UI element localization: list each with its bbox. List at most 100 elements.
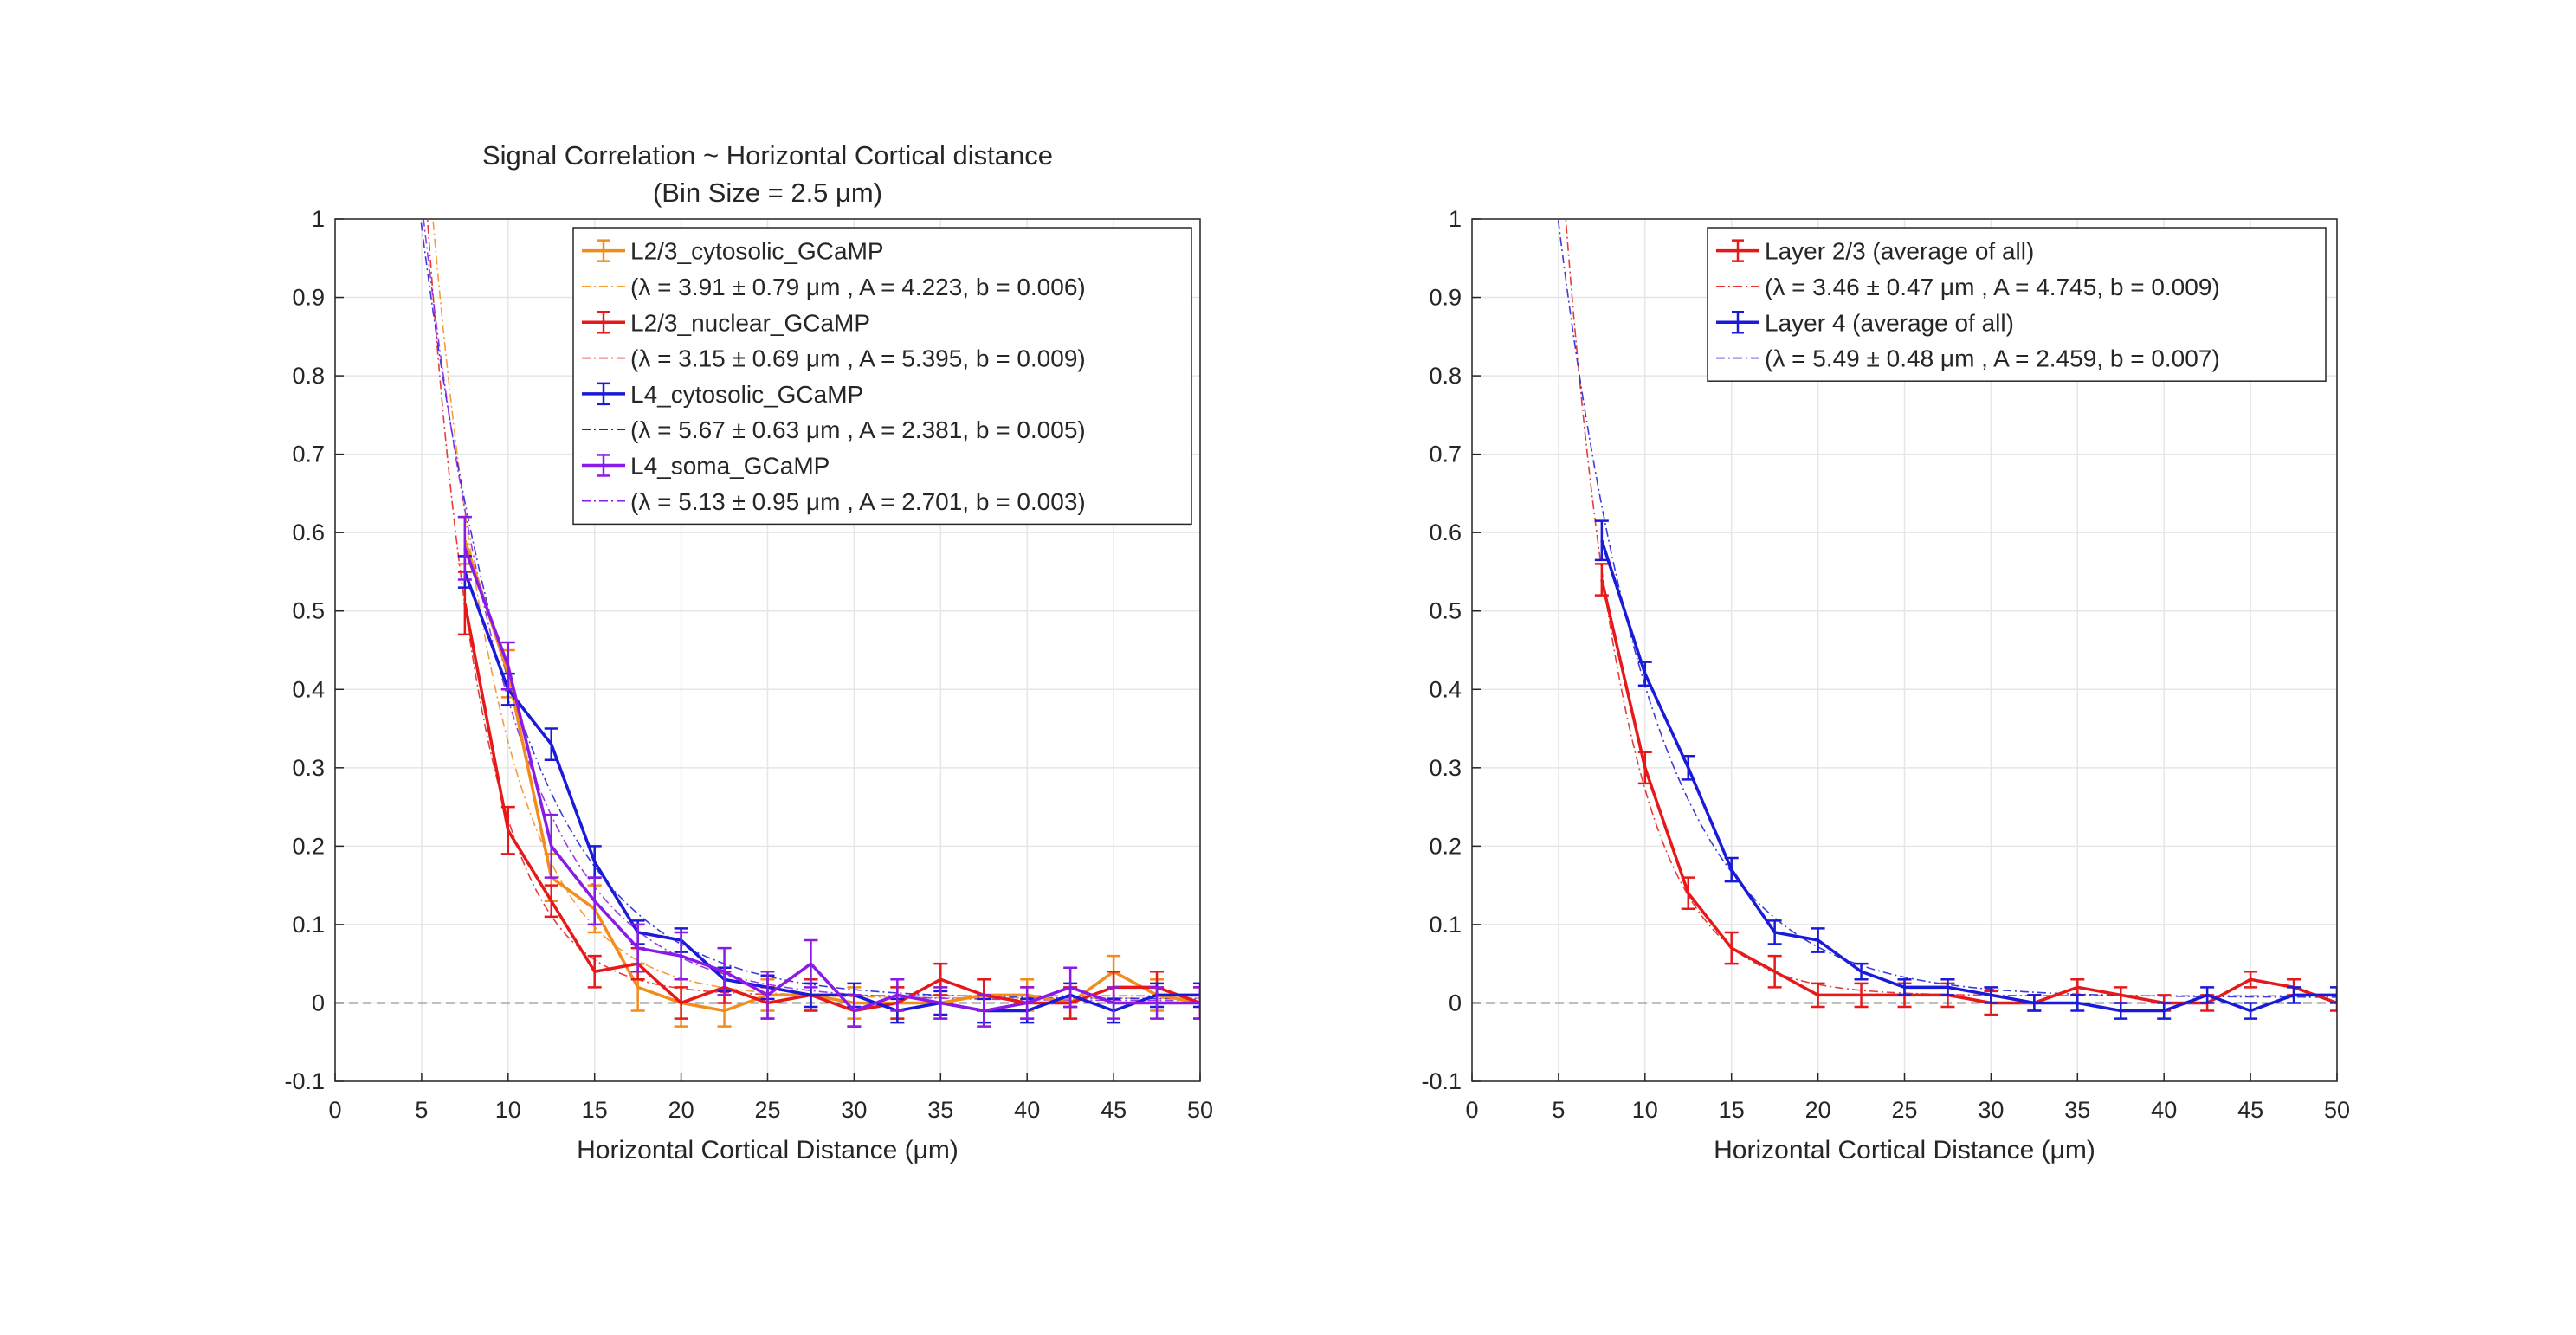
x-tick-label: 15: [1719, 1097, 1745, 1123]
error-bar: [2244, 1002, 2258, 1020]
legend-fit-label: (λ = 5.13 ± 0.95 μm , A = 2.701, b = 0.0…: [630, 488, 1086, 515]
x-tick-label: 40: [2151, 1097, 2177, 1123]
legend-label: Layer 2/3 (average of all): [1765, 238, 2034, 265]
error-bar: [2244, 970, 2258, 989]
legend-fit-label: (λ = 5.67 ± 0.63 μm , A = 2.381, b = 0.0…: [630, 416, 1086, 443]
x-tick-label: 20: [668, 1097, 694, 1123]
y-tick-label: 0.4: [292, 676, 325, 702]
error-bar: [1854, 962, 1869, 981]
y-tick-label: 0.7: [292, 442, 325, 468]
error-bar: [2157, 1002, 2172, 1020]
error-bar: [1020, 986, 1035, 1020]
y-tick-label: 0.9: [292, 285, 325, 311]
x-tick-label: 5: [1552, 1097, 1565, 1123]
legend-fit-label: (λ = 3.91 ± 0.79 μm , A = 4.223, b = 0.0…: [630, 274, 1086, 300]
x-tick-label: 10: [495, 1097, 521, 1123]
error-bar: [2287, 986, 2302, 1004]
x-tick-label: 40: [1014, 1097, 1040, 1123]
error-bar: [500, 641, 515, 691]
y-tick-label: 0: [1449, 990, 1462, 1016]
chart-subtitle: (Bin Size = 2.5 μm): [653, 177, 882, 208]
error-bar: [933, 986, 948, 1020]
fit-curve: [1557, 219, 2337, 998]
legend-entry: L2/3_nuclear_GCaMP (λ = 3.15 ± 0.69 μm , …: [582, 309, 1086, 372]
legend-label: Layer 4 (average of all): [1765, 309, 2014, 336]
x-tick-label: 35: [927, 1097, 953, 1123]
legend-label: L4_cytosolic_GCaMP: [630, 381, 863, 408]
error-bar: [1984, 986, 1998, 1004]
legend-label: L2/3_nuclear_GCaMP: [630, 309, 870, 336]
ticks: [334, 218, 1201, 1082]
y-tick-label: 0.9: [1429, 285, 1462, 311]
x-tick-label: 25: [754, 1097, 780, 1123]
y-tick-label: 0.8: [292, 363, 325, 389]
x-tick-label: 25: [1891, 1097, 1917, 1123]
error-bar: [1940, 978, 1955, 996]
error-bar: [890, 978, 905, 1012]
y-tick-label: -0.1: [284, 1068, 325, 1094]
error-bar: [1063, 966, 1078, 1009]
legend-fit-label: (λ = 5.49 ± 0.48 μm , A = 2.459, b = 0.0…: [1765, 345, 2220, 372]
x-tick-label: 45: [1101, 1097, 1127, 1123]
error-bar: [1767, 919, 1782, 945]
x-tick-label: 15: [582, 1097, 608, 1123]
legend-label: L4_soma_GCaMP: [630, 452, 830, 479]
y-tick-label: 0.7: [1429, 442, 1462, 468]
error-bar: [500, 805, 515, 855]
error-bar: [1107, 986, 1121, 1020]
y-tick-label: 0.1: [292, 912, 325, 938]
x-tick-label: 0: [1465, 1097, 1478, 1123]
x-tick-label: 30: [1978, 1097, 2004, 1123]
error-bar: [587, 876, 602, 926]
y-tick-label: 0.1: [1429, 912, 1462, 938]
legend-entry: Layer 2/3 (average of all) (λ = 3.46 ± 0.…: [1716, 238, 2220, 300]
error-bar: [1724, 856, 1739, 883]
legend-box: [1707, 227, 2327, 382]
error-bar: [804, 938, 818, 989]
x-tick-label: 50: [2324, 1097, 2350, 1123]
error-bar: [1767, 954, 1782, 989]
y-tick-label: -0.1: [1421, 1068, 1462, 1094]
legend: Layer 2/3 (average of all) (λ = 3.46 ± 0.…: [1707, 227, 2327, 382]
x-tick-label: 5: [415, 1097, 428, 1123]
error-bar: [544, 727, 558, 762]
y-tick-label: 0.2: [292, 833, 325, 859]
x-axis-label: Horizontal Cortical Distance (μm): [577, 1136, 959, 1164]
y-tick-label: 0.6: [1429, 519, 1462, 545]
error-bar: [544, 813, 558, 879]
error-bar: [1681, 754, 1695, 781]
x-tick-label: 35: [2064, 1097, 2090, 1123]
fit-curve: [420, 219, 1200, 1000]
y-tick-label: 0.3: [1429, 755, 1462, 781]
error-bar: [1150, 986, 1165, 1020]
legend-entry: L4_cytosolic_GCaMP (λ = 5.67 ± 0.63 μm , …: [582, 381, 1086, 443]
error-bar: [1854, 982, 1869, 1009]
x-tick-label: 0: [328, 1097, 341, 1123]
error-bar: [1594, 519, 1609, 562]
error-bar: [1811, 927, 1825, 953]
legend: L2/3_cytosolic_GCaMP (λ = 3.91 ± 0.79 μm …: [572, 227, 1192, 526]
y-tick-label: 0: [312, 990, 325, 1016]
error-bar: [847, 994, 862, 1028]
x-tick-label: 20: [1805, 1097, 1831, 1123]
error-bar: [457, 515, 472, 581]
y-tick-label: 0.3: [292, 755, 325, 781]
legend-entry: L2/3_cytosolic_GCaMP (λ = 3.91 ± 0.79 μm …: [582, 238, 1086, 300]
legend-fit-label: (λ = 3.46 ± 0.47 μm , A = 4.745, b = 0.0…: [1765, 274, 2220, 300]
y-tick-label: 0.8: [1429, 363, 1462, 389]
ticks: [1471, 218, 2338, 1082]
error-bar: [1681, 876, 1695, 911]
x-tick-label: 30: [841, 1097, 867, 1123]
error-bar: [2200, 986, 2215, 1004]
legend-entry: Layer 4 (average of all) (λ = 5.49 ± 0.48…: [1716, 309, 2220, 372]
x-tick-label: 45: [2237, 1097, 2263, 1123]
y-tick-label: 1: [1449, 206, 1462, 232]
series-line: [463, 603, 1200, 1013]
series-line: [1600, 539, 2337, 1013]
error-bar: [630, 923, 645, 973]
y-tick-label: 0.5: [292, 598, 325, 624]
series-line: [463, 571, 1200, 1013]
y-tick-label: 1: [312, 206, 325, 232]
chart-title: Signal Correlation ~ Horizontal Cortical…: [482, 140, 1053, 171]
error-bar: [1724, 931, 1739, 965]
